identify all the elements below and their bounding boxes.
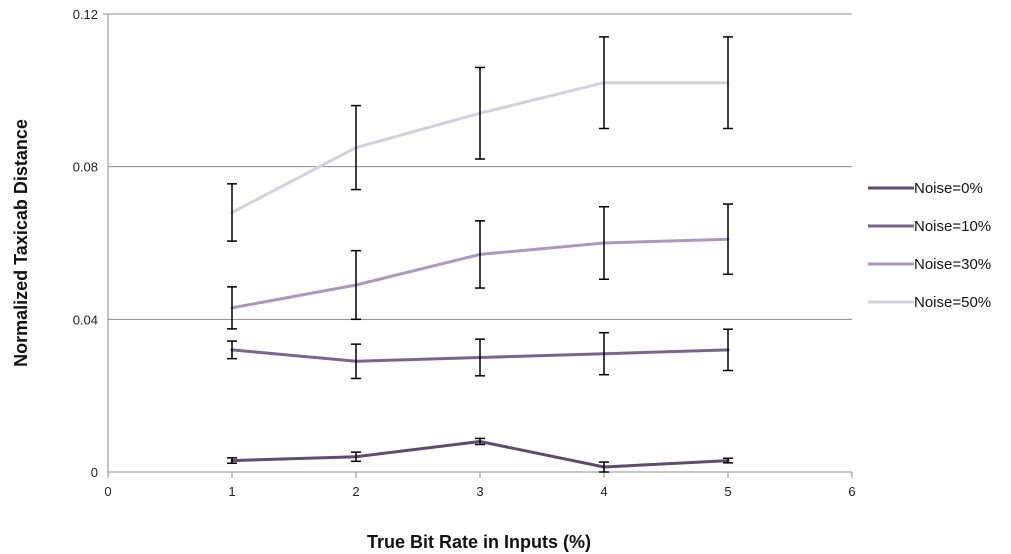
y-axis-title: Normalized Taxicab Distance <box>11 119 31 367</box>
error-bar <box>599 331 609 376</box>
legend-label: Noise=10% <box>914 218 991 235</box>
error-bar <box>227 183 237 242</box>
x-axis-title: True Bit Rate in Inputs (%) <box>367 532 591 552</box>
y-tick-label: 0 <box>91 465 98 480</box>
error-bar <box>723 36 733 130</box>
error-bars <box>227 36 733 473</box>
x-tick-label: 6 <box>848 484 855 499</box>
series-line <box>230 440 730 469</box>
error-bar <box>723 203 733 276</box>
error-bar <box>227 340 237 360</box>
x-tick-label: 4 <box>600 484 607 499</box>
y-tick-label: 0.08 <box>73 160 98 175</box>
legend-label: Noise=0% <box>914 180 983 197</box>
y-tick-label: 0.04 <box>73 312 98 327</box>
error-bar <box>351 451 361 463</box>
error-bar <box>475 66 485 160</box>
error-bar <box>599 36 609 130</box>
axes <box>103 13 853 478</box>
error-bar <box>723 328 733 372</box>
error-bar <box>599 205 609 281</box>
error-bar <box>475 437 485 446</box>
legend-label: Noise=50% <box>914 294 991 311</box>
x-tick-label: 1 <box>228 484 235 499</box>
error-bar <box>475 220 485 289</box>
error-bar <box>227 457 237 464</box>
error-bar <box>475 338 485 377</box>
error-bar <box>599 461 609 473</box>
x-tick-label: 2 <box>352 484 359 499</box>
error-bar <box>351 249 361 321</box>
legend: Noise=0% Noise=10% Noise=30% Noise=50% <box>868 180 991 311</box>
error-bar <box>351 104 361 191</box>
error-bar <box>227 286 237 330</box>
x-tick-label: 3 <box>476 484 483 499</box>
y-tick-label: 0.12 <box>73 7 98 22</box>
x-tick-label: 0 <box>104 484 111 499</box>
error-bar <box>723 457 733 464</box>
x-tick-label: 5 <box>724 484 731 499</box>
tick-labels: 0 0.04 0.08 0.12 0 1 2 3 4 5 6 <box>73 7 856 499</box>
legend-label: Noise=30% <box>914 256 991 273</box>
error-bar <box>351 343 361 380</box>
